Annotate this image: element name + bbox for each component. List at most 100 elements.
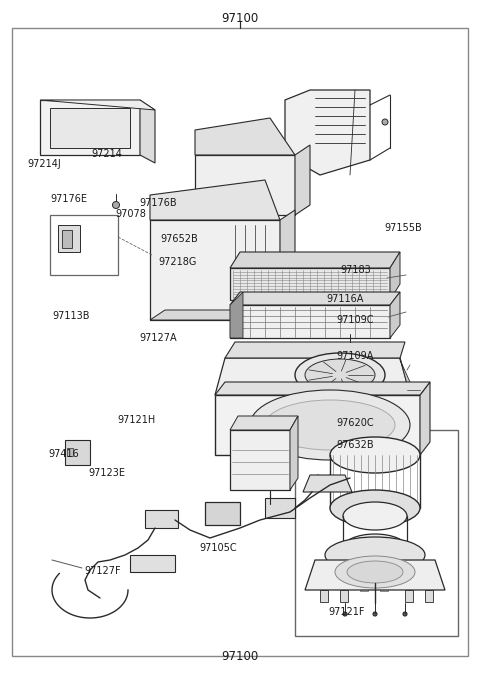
Ellipse shape <box>265 400 395 450</box>
Polygon shape <box>280 210 295 320</box>
Text: 97416: 97416 <box>48 450 79 459</box>
Ellipse shape <box>343 534 407 562</box>
Polygon shape <box>205 502 240 525</box>
Text: 97109C: 97109C <box>336 315 373 324</box>
Circle shape <box>267 505 273 511</box>
Text: 97176E: 97176E <box>50 195 87 204</box>
Circle shape <box>211 506 219 514</box>
Circle shape <box>403 612 407 616</box>
Ellipse shape <box>305 359 375 391</box>
Polygon shape <box>265 498 295 518</box>
Bar <box>320 590 328 602</box>
Polygon shape <box>390 292 400 338</box>
Polygon shape <box>40 100 155 110</box>
Text: 97116A: 97116A <box>326 295 364 304</box>
Circle shape <box>187 232 243 288</box>
Polygon shape <box>50 108 130 148</box>
Bar <box>50 215 118 275</box>
Polygon shape <box>215 395 420 455</box>
Polygon shape <box>390 252 400 300</box>
Ellipse shape <box>330 437 420 473</box>
Ellipse shape <box>335 556 415 588</box>
Circle shape <box>382 119 388 125</box>
Bar <box>228 377 256 382</box>
Polygon shape <box>420 382 430 455</box>
Polygon shape <box>400 358 410 395</box>
Polygon shape <box>303 475 352 492</box>
Text: 97632B: 97632B <box>336 440 373 450</box>
Bar <box>205 167 223 195</box>
Circle shape <box>177 222 253 298</box>
Circle shape <box>343 612 347 616</box>
Bar <box>360 577 368 591</box>
Polygon shape <box>230 292 400 305</box>
Bar <box>228 384 256 389</box>
Circle shape <box>197 245 203 251</box>
Ellipse shape <box>295 353 385 397</box>
Text: 97100: 97100 <box>221 650 259 663</box>
Circle shape <box>327 464 333 468</box>
Text: 97078: 97078 <box>115 210 146 219</box>
Ellipse shape <box>250 390 410 460</box>
Polygon shape <box>140 100 155 163</box>
Circle shape <box>277 505 283 511</box>
Text: 97127A: 97127A <box>139 333 177 343</box>
Circle shape <box>327 437 333 443</box>
Polygon shape <box>230 252 400 268</box>
Circle shape <box>373 612 377 616</box>
Circle shape <box>348 331 352 335</box>
Bar <box>380 577 388 591</box>
Polygon shape <box>150 220 280 320</box>
Polygon shape <box>230 268 390 300</box>
Polygon shape <box>225 342 405 358</box>
Circle shape <box>64 233 72 241</box>
Polygon shape <box>230 292 243 338</box>
Polygon shape <box>130 555 175 572</box>
Polygon shape <box>215 358 410 395</box>
Polygon shape <box>58 225 80 252</box>
Polygon shape <box>230 430 290 490</box>
Bar <box>238 440 266 478</box>
Polygon shape <box>305 560 445 590</box>
Circle shape <box>327 475 333 481</box>
Polygon shape <box>150 310 295 320</box>
Circle shape <box>224 506 232 514</box>
Bar <box>425 590 433 602</box>
Polygon shape <box>290 416 298 490</box>
Circle shape <box>190 232 210 252</box>
Ellipse shape <box>330 490 420 526</box>
Bar <box>405 590 413 602</box>
Bar <box>340 590 348 602</box>
Polygon shape <box>230 305 390 338</box>
Bar <box>232 167 250 195</box>
Polygon shape <box>150 180 280 220</box>
Polygon shape <box>285 90 370 175</box>
Polygon shape <box>215 382 430 395</box>
Ellipse shape <box>347 561 403 583</box>
Text: 97620C: 97620C <box>336 418 373 427</box>
Polygon shape <box>67 448 73 456</box>
Bar <box>295 430 458 636</box>
Circle shape <box>344 444 352 452</box>
Text: 97109A: 97109A <box>336 352 373 361</box>
Text: 97121H: 97121H <box>118 416 156 425</box>
Polygon shape <box>62 230 72 248</box>
Polygon shape <box>195 155 295 215</box>
Circle shape <box>315 475 321 481</box>
Polygon shape <box>145 510 178 528</box>
Text: 97183: 97183 <box>341 266 372 275</box>
Text: 97176B: 97176B <box>139 198 177 208</box>
Text: 97113B: 97113B <box>53 312 90 321</box>
Polygon shape <box>230 416 298 430</box>
Text: 97214J: 97214J <box>27 160 61 169</box>
Text: 97105C: 97105C <box>199 543 237 552</box>
Polygon shape <box>65 440 90 465</box>
Bar <box>228 363 256 368</box>
Circle shape <box>135 560 141 566</box>
Circle shape <box>267 502 273 506</box>
Bar <box>228 370 256 375</box>
Ellipse shape <box>325 537 425 573</box>
Text: 97123E: 97123E <box>89 468 126 478</box>
Ellipse shape <box>343 502 407 530</box>
Text: 97127F: 97127F <box>84 566 120 576</box>
